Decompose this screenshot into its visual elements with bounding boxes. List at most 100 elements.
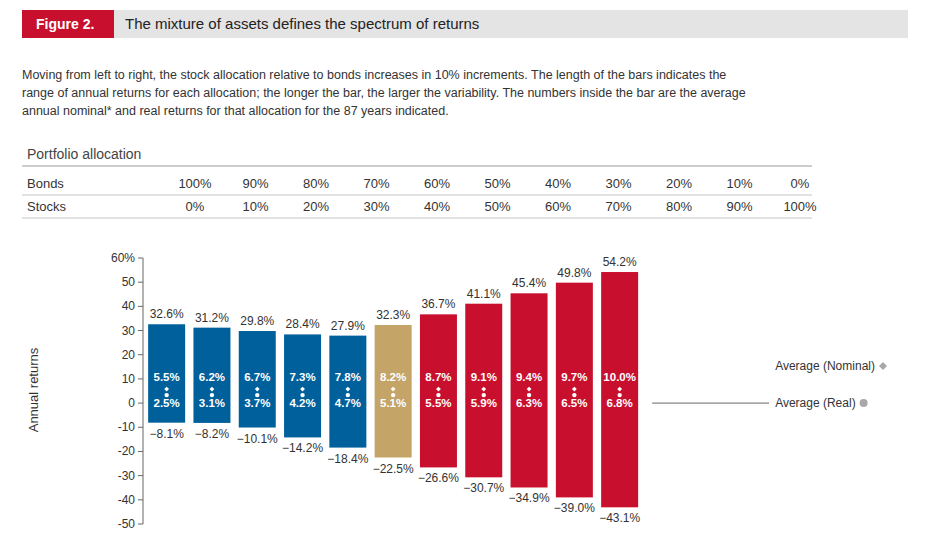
high-label: 29.8% (240, 314, 274, 328)
real-label: 6.8% (607, 397, 633, 409)
marker-circle (527, 393, 531, 397)
range-bar (601, 272, 638, 507)
nominal-label: 6.7% (244, 371, 270, 383)
marker-circle (436, 393, 440, 397)
nominal-label: 7.8% (335, 371, 361, 383)
low-label: −30.7% (463, 481, 504, 495)
marker-circle (391, 393, 395, 397)
y-tick (138, 427, 143, 428)
real-label: 6.3% (516, 397, 542, 409)
marker-circle (164, 393, 168, 397)
y-tick-label: -50 (118, 517, 136, 531)
y-tick (138, 378, 143, 379)
table-cell: 70% (605, 199, 631, 214)
real-label: 3.1% (199, 397, 225, 409)
table-cell: 70% (363, 176, 389, 191)
low-label: −10.1% (237, 432, 278, 446)
chart-root: Figure 2. The mixture of assets defines t… (0, 0, 936, 542)
range-bar (284, 334, 321, 437)
low-label: −43.1% (599, 511, 640, 525)
high-label: 41.1% (467, 287, 501, 301)
range-bar (148, 324, 185, 422)
nominal-label: 10.0% (603, 371, 636, 383)
table-cell: 90% (726, 199, 752, 214)
nominal-label: 9.1% (471, 371, 497, 383)
table-title: Portfolio allocation (27, 146, 141, 162)
marker-diamond (572, 387, 577, 392)
high-label: 32.6% (150, 307, 184, 321)
range-bar (239, 331, 276, 427)
real-label: 5.1% (380, 397, 406, 409)
real-label: 6.5% (561, 397, 587, 409)
table-row-label: Stocks (27, 199, 67, 214)
high-label: 31.2% (195, 311, 229, 325)
real-label: 5.5% (425, 397, 451, 409)
range-bar (511, 293, 548, 487)
y-tick-label: -40 (118, 493, 136, 507)
table-row-label: Bonds (27, 176, 64, 191)
y-tick-label: 40 (122, 299, 136, 313)
bars (148, 272, 638, 507)
y-tick (138, 258, 143, 259)
marker-diamond (164, 387, 169, 392)
marker-diamond (481, 387, 486, 392)
table-cell: 30% (363, 199, 389, 214)
real-label: 2.5% (154, 397, 180, 409)
y-axis-line (143, 258, 144, 524)
table-cell: 0% (791, 176, 810, 191)
table-cell: 0% (186, 199, 205, 214)
range-bar (556, 283, 593, 498)
y-tick-label: 20 (122, 348, 136, 362)
table-cell: 100% (178, 176, 212, 191)
marker-circle (300, 393, 304, 397)
y-tick-label: 60% (111, 251, 135, 265)
y-tick (138, 330, 143, 331)
y-tick (138, 524, 143, 525)
subtitle-line: annual nominal* and real returns for tha… (22, 104, 449, 118)
low-label: −22.5% (373, 462, 414, 476)
high-label: 27.9% (331, 319, 365, 333)
low-label: −8.2% (195, 427, 230, 441)
table-cell: 90% (242, 176, 268, 191)
subtitle-line: range of annual returns for each allocat… (22, 86, 746, 100)
marker-diamond (436, 387, 441, 392)
figure-label-box (22, 10, 114, 38)
table-cell: 40% (424, 199, 450, 214)
y-tick-label: 50 (122, 275, 136, 289)
y-tick (138, 306, 143, 307)
title: The mixture of assets defines the spectr… (125, 15, 479, 32)
table-rule (22, 195, 812, 196)
table-cell: 50% (484, 176, 510, 191)
marker-diamond (210, 387, 215, 392)
marker-circle (255, 393, 259, 397)
marker-circle (617, 393, 621, 397)
table-cell: 60% (545, 199, 571, 214)
nominal-label: 5.5% (154, 371, 180, 383)
y-tick (138, 403, 143, 404)
y-tick (138, 282, 143, 283)
range-bar (465, 304, 502, 478)
high-label: 49.8% (557, 266, 591, 280)
marker-circle (482, 393, 486, 397)
title-band (22, 10, 908, 38)
low-label: −14.2% (282, 441, 323, 455)
y-tick (138, 451, 143, 452)
range-bar (193, 328, 230, 423)
range-bar (420, 314, 457, 467)
y-tick (138, 499, 143, 500)
subtitle-line: Moving from left to right, the stock all… (22, 68, 726, 82)
high-label: 28.4% (286, 317, 320, 331)
figure-label: Figure 2. (36, 16, 94, 32)
real-label: 3.7% (244, 397, 270, 409)
legend-label: Average (Real) (775, 396, 855, 410)
nominal-label: 9.4% (516, 371, 542, 383)
table-cell: 20% (666, 176, 692, 191)
nominal-label: 7.3% (289, 371, 315, 383)
table-cell: 50% (484, 199, 510, 214)
y-tick-label: -20 (118, 444, 136, 458)
marker-circle (572, 393, 576, 397)
y-tick-label: 10 (122, 372, 136, 386)
range-bar (375, 325, 412, 458)
y-tick-label: -10 (118, 420, 136, 434)
marker-diamond (345, 387, 350, 392)
